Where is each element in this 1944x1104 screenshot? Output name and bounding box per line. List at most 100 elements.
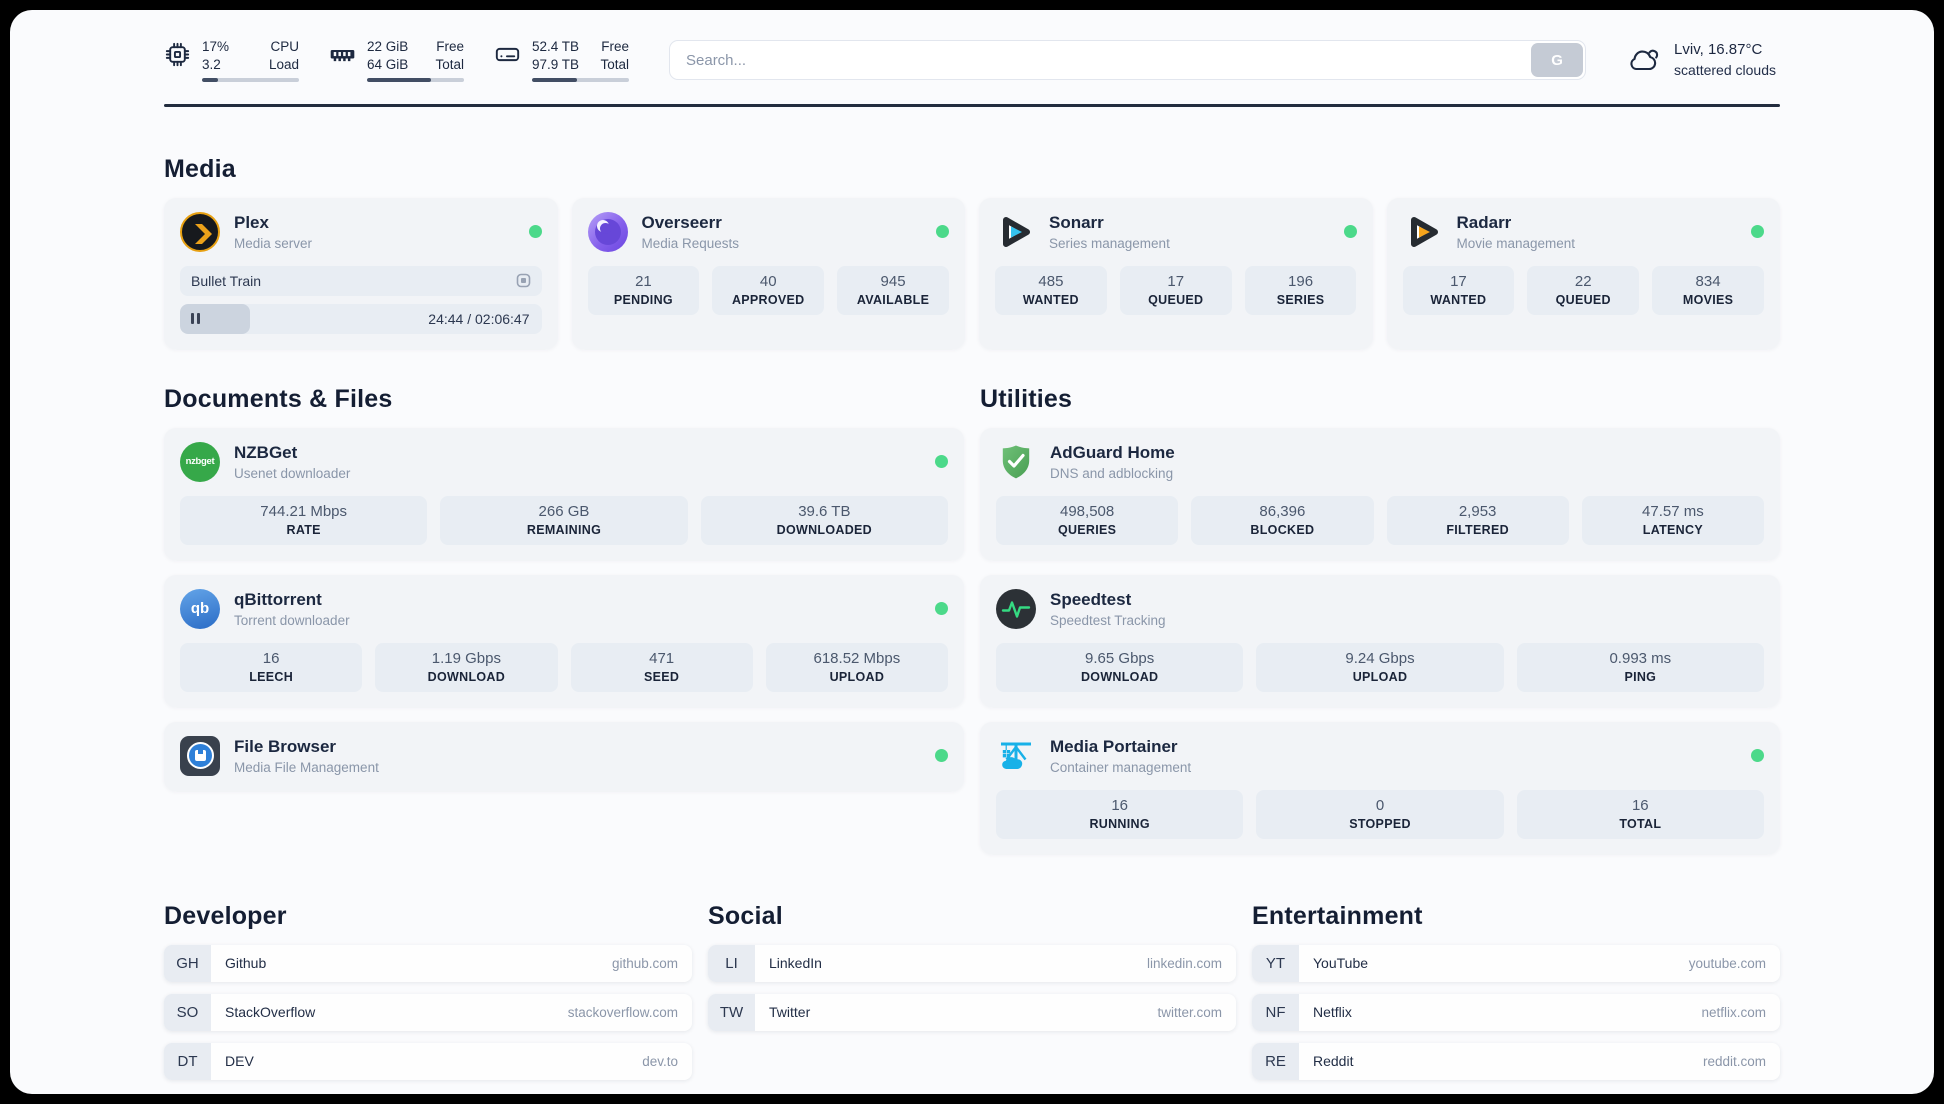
stat-wanted: 17 WANTED — [1402, 265, 1515, 315]
dashboard-window: 17% 3.2 CPU Load — [10, 10, 1934, 1094]
section-title-utilities: Utilities — [980, 384, 1073, 413]
stat-label: WANTED — [1430, 292, 1487, 307]
stat-value: 40 — [759, 272, 777, 290]
search-input[interactable] — [669, 40, 1587, 81]
stat-value: 196 — [1288, 272, 1314, 290]
app-card-plex[interactable]: Plex Media server Bullet Train 24:44 / 0 — [164, 197, 558, 349]
bookmark-github[interactable]: GH Github github.com — [164, 944, 692, 982]
status-dot — [1751, 225, 1764, 239]
stat-label: WANTED — [1022, 292, 1079, 307]
bookmark-stackoverflow[interactable]: SO StackOverflow stackoverflow.com — [164, 993, 692, 1031]
bookmark-dev[interactable]: DT DEV dev.to — [164, 1042, 692, 1080]
stat-value: 0 — [1375, 796, 1385, 814]
bookmark-abbr: TW — [708, 993, 755, 1031]
weather-location-temp: Lviv, 16.87°C — [1674, 41, 1763, 59]
stat-upload: 9.24 Gbps UPLOAD — [1256, 642, 1504, 692]
app-card-overseerr[interactable]: Overseerr Media Requests 21 PENDING 40 A… — [571, 197, 965, 349]
portainer-icon — [996, 736, 1036, 776]
disk-total: 97.9 TB — [532, 56, 580, 72]
app-card-speedtest[interactable]: Speedtest Speedtest Tracking 9.65 Gbps D… — [980, 574, 1780, 707]
stat-value: 22 — [1574, 272, 1592, 290]
bookmark-abbr: LI — [708, 944, 755, 982]
stat-running: 16 RUNNING — [996, 789, 1244, 839]
stat-value: 1.19 Gbps — [431, 649, 501, 667]
stat-value: 16 — [1111, 796, 1128, 814]
bookmark-name: Twitter — [769, 1004, 811, 1021]
stop-icon — [516, 273, 530, 288]
sonarr-icon — [995, 212, 1035, 252]
bookmark-abbr: SO — [164, 993, 211, 1031]
disk-icon — [495, 47, 520, 62]
stat-label: STOPPED — [1349, 816, 1411, 831]
section-title-documents: Documents & Files — [164, 384, 393, 413]
bookmark-netflix[interactable]: NF Netflix netflix.com — [1252, 993, 1780, 1031]
section-utilities: Utilities — [980, 385, 1780, 854]
bookmark-abbr: YT — [1252, 944, 1299, 982]
app-card-nzbget[interactable]: nzbget NZBGet Usenet downloader 744.21 M… — [164, 427, 964, 560]
stat-series: 196 SERIES — [1244, 265, 1357, 315]
app-title: AdGuard Home — [1050, 442, 1175, 462]
bookmark-linkedin[interactable]: LI LinkedIn linkedin.com — [708, 944, 1236, 982]
status-dot — [528, 225, 542, 239]
app-card-portainer[interactable]: Media Portainer Container management 16 … — [980, 721, 1780, 854]
app-title: Radarr — [1456, 212, 1512, 232]
bookmark-reddit[interactable]: RE Reddit reddit.com — [1252, 1042, 1780, 1080]
app-card-qbittorrent[interactable]: qb qBittorrent Torrent downloader 16 LEE… — [164, 574, 964, 707]
section-title-entertainment: Entertainment — [1252, 901, 1423, 930]
stat-label: LATENCY — [1642, 522, 1703, 537]
stat-movies: 834 MOVIES — [1652, 265, 1764, 315]
now-playing-row: Bullet Train — [180, 265, 542, 296]
stat-label: APPROVED — [731, 292, 805, 307]
stat-label: AVAILABLE — [856, 292, 930, 307]
app-title: Plex — [234, 212, 269, 232]
bookmark-youtube[interactable]: YT YouTube youtube.com — [1252, 944, 1780, 982]
stat-value: 17 — [1167, 272, 1185, 290]
search-engine-button[interactable]: G — [1531, 43, 1584, 78]
stat-label: DOWNLOAD — [1080, 669, 1159, 684]
cpu-progressbar — [202, 77, 299, 83]
stat-label: BLOCKED — [1250, 522, 1315, 537]
app-card-sonarr[interactable]: Sonarr Series management 485 WANTED 17 Q… — [979, 197, 1373, 349]
stat-value: 945 — [880, 272, 906, 290]
stat-value: 2,953 — [1458, 502, 1497, 520]
bookmark-url: reddit.com — [1702, 1053, 1766, 1069]
speedtest-icon — [996, 588, 1036, 629]
app-subtitle: Movie management — [1456, 235, 1576, 251]
stat-value: 498,508 — [1060, 502, 1115, 520]
memory-widget: 22 GiB 64 GiB Free Total — [329, 38, 464, 83]
stat-value: 9.24 Gbps — [1345, 649, 1415, 667]
stat-value: 471 — [649, 649, 675, 667]
stat-label: QUEUED — [1555, 292, 1611, 307]
app-card-adguard[interactable]: AdGuard Home DNS and adblocking 498,508 … — [980, 427, 1780, 560]
stat-value: 17 — [1450, 272, 1467, 290]
disk-progressbar — [532, 77, 629, 83]
app-card-radarr[interactable]: Radarr Movie management 17 WANTED 22 QUE… — [1386, 197, 1780, 349]
stat-label: REMAINING — [526, 522, 602, 537]
status-dot — [935, 455, 948, 469]
stat-label: SERIES — [1276, 292, 1325, 307]
stat-value: 47.57 ms — [1642, 502, 1704, 520]
app-subtitle: Media File Management — [234, 759, 379, 775]
bookmark-name: Reddit — [1313, 1053, 1354, 1070]
memory-label-2: Total — [435, 56, 464, 72]
stat-remaining: 266 GB REMAINING — [440, 495, 688, 545]
cpu-icon — [165, 42, 190, 67]
app-title: Speedtest — [1050, 589, 1132, 609]
memory-total: 64 GiB — [367, 56, 409, 72]
stat-queued: 22 QUEUED — [1527, 265, 1640, 315]
app-title: Overseerr — [641, 212, 722, 232]
stat-value: 618.52 Mbps — [813, 649, 901, 667]
header-divider — [164, 104, 1780, 107]
bookmark-twitter[interactable]: TW Twitter twitter.com — [708, 993, 1236, 1031]
stat-value: 21 — [635, 272, 652, 290]
disk-widget: 52.4 TB 97.9 TB Free Total — [494, 38, 629, 83]
stat-value: 744.21 Mbps — [260, 502, 348, 520]
stat-available: 945 AVAILABLE — [837, 265, 949, 315]
bookmark-group-developer: Developer GH Github github.com SO StackO… — [164, 902, 692, 1080]
bookmark-name: Netflix — [1313, 1004, 1352, 1021]
app-card-filebrowser[interactable]: File Browser Media File Management — [164, 721, 964, 791]
status-dot — [1751, 749, 1764, 763]
stat-value: 266 GB — [538, 502, 590, 520]
bookmark-abbr: RE — [1252, 1042, 1299, 1080]
bookmark-group-entertainment: Entertainment YT YouTube youtube.com NF … — [1252, 902, 1780, 1080]
